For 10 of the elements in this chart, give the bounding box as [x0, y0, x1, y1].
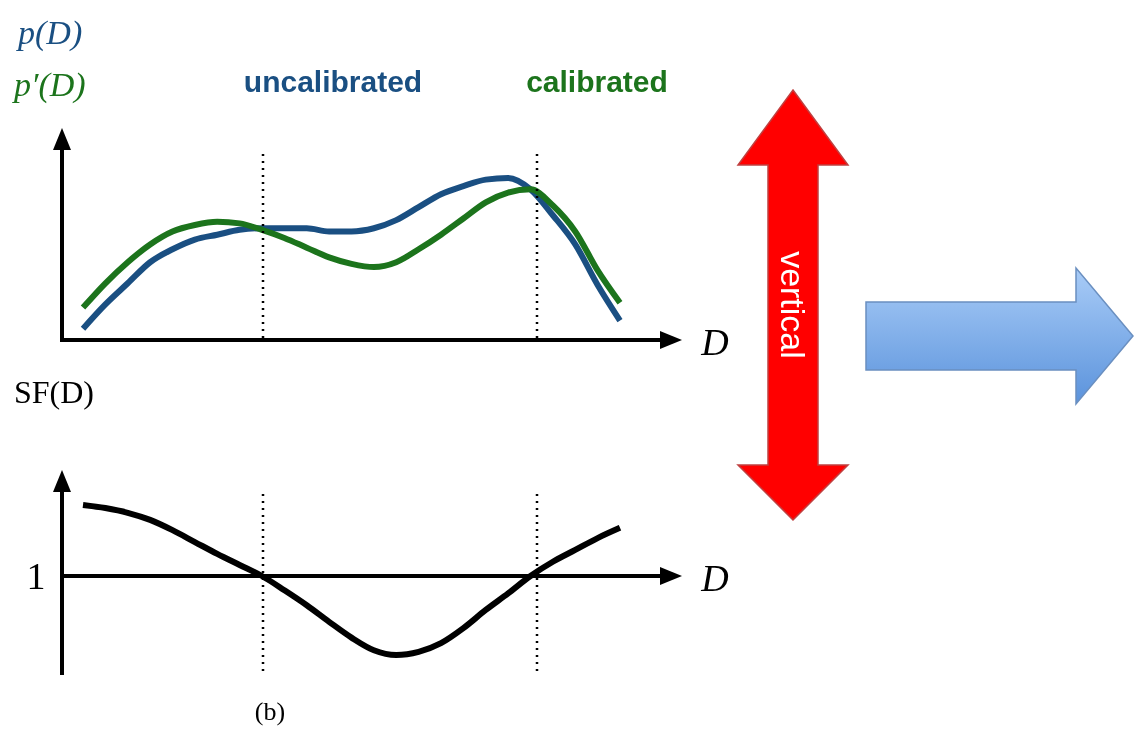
y-axis-title: SF(D): [14, 374, 95, 411]
text: uncalibrated: [243, 65, 423, 99]
x-axis-title: D: [701, 556, 729, 600]
x-axis-title: D: [701, 320, 729, 364]
text: vertical: [774, 251, 812, 359]
text: p′(D): [14, 66, 86, 104]
text: (b): [254, 697, 286, 727]
text: calibrated: [526, 65, 668, 99]
y-axis-title: p(D): [18, 14, 83, 52]
text: 1: [26, 554, 46, 598]
